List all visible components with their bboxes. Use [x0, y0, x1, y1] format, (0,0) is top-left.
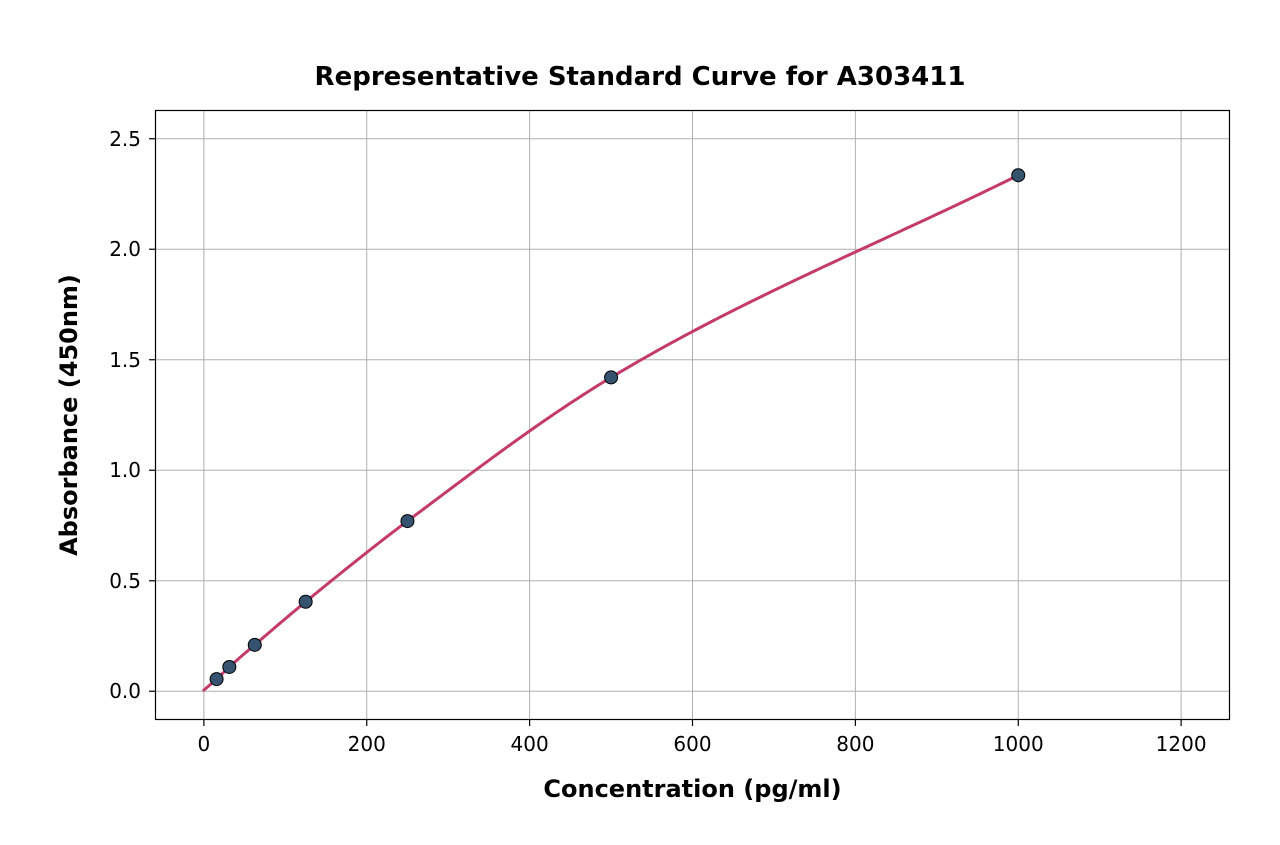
y-tick-label: 1.5 [101, 348, 141, 372]
x-tick-label: 400 [511, 732, 549, 756]
data-points [210, 169, 1025, 686]
x-tick-label: 200 [348, 732, 386, 756]
data-point [299, 595, 312, 608]
x-tick-label: 800 [836, 732, 874, 756]
chart-title: Representative Standard Curve for A30341… [0, 62, 1280, 92]
x-axis-label: Concentration (pg/ml) [155, 775, 1230, 803]
data-point [401, 515, 414, 528]
data-point [248, 638, 261, 651]
gridlines [155, 110, 1230, 720]
fit-curve [204, 175, 1018, 690]
data-point [1012, 169, 1025, 182]
plot-area [155, 110, 1230, 720]
y-tick-label: 1.0 [101, 458, 141, 482]
y-axis-label: Absorbance (450nm) [55, 110, 83, 720]
y-tick-label: 0.5 [101, 569, 141, 593]
y-tick-label: 2.5 [101, 127, 141, 151]
x-tick-label: 1200 [1156, 732, 1207, 756]
data-point [223, 660, 236, 673]
data-point [605, 371, 618, 384]
y-tick-label: 0.0 [101, 679, 141, 703]
y-tick-label: 2.0 [101, 237, 141, 261]
x-tick-label: 0 [197, 732, 210, 756]
x-tick-label: 600 [673, 732, 711, 756]
x-tick-label: 1000 [993, 732, 1044, 756]
data-point [210, 673, 223, 686]
figure: Representative Standard Curve for A30341… [0, 0, 1280, 845]
plot-svg [155, 110, 1230, 720]
